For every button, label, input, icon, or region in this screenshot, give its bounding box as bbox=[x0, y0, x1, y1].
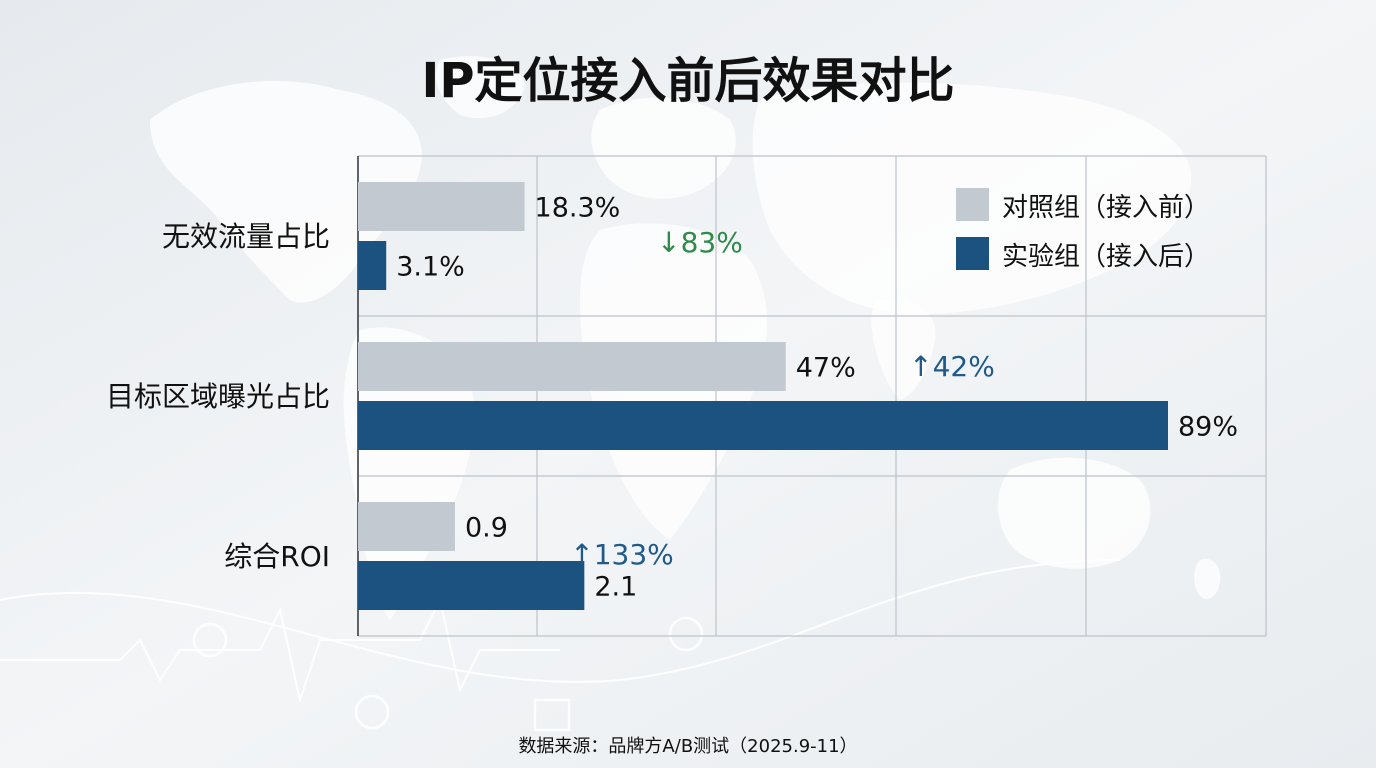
data-label-control-0: 18.3% bbox=[535, 193, 621, 224]
legend-swatch-experiment bbox=[956, 237, 989, 270]
data-label-experiment-1: 89% bbox=[1178, 412, 1238, 443]
gridlines bbox=[357, 155, 1267, 637]
decorative-curve bbox=[0, 559, 1121, 683]
bar-experiment-1 bbox=[358, 401, 1168, 450]
world-map-background bbox=[150, 56, 1221, 620]
change-annotations: ↓83% ↑42% ↑133% bbox=[570, 226, 995, 571]
data-label-experiment-0: 3.1% bbox=[396, 252, 465, 283]
globe-icon bbox=[668, 616, 704, 652]
legend-label-control: 对照组（接入前） bbox=[1002, 193, 1210, 223]
india-shape bbox=[871, 299, 936, 400]
europe-shape bbox=[591, 97, 736, 199]
change-annotation-0: ↓83% bbox=[657, 226, 743, 259]
legend-label-experiment: 实验组（接入后） bbox=[1002, 242, 1210, 272]
change-annotation-2: ↑133% bbox=[570, 538, 674, 571]
category-label-0: 无效流量占比 bbox=[162, 220, 330, 253]
euro-coin-icon bbox=[192, 622, 228, 658]
data-labels: 18.3% 3.1% 47% 89% 0.9 2.1 bbox=[396, 193, 1238, 603]
data-label-experiment-2: 2.1 bbox=[594, 572, 637, 603]
data-label-control-2: 0.9 bbox=[465, 513, 508, 544]
bar-control-1 bbox=[358, 342, 786, 391]
dollar-coin-icon bbox=[354, 694, 390, 730]
legend-item-experiment: 实验组（接入后） bbox=[956, 237, 1210, 272]
australia-shape bbox=[998, 457, 1151, 569]
legend-item-control: 对照组（接入前） bbox=[956, 188, 1210, 223]
change-annotation-1: ↑42% bbox=[909, 350, 995, 383]
chart-title: IP定位接入前后效果对比 bbox=[421, 53, 954, 109]
bar-control-2 bbox=[358, 502, 455, 551]
bar-experiment-0 bbox=[358, 241, 387, 290]
bars bbox=[358, 182, 1168, 610]
bar-control-0 bbox=[358, 182, 525, 231]
package-icon bbox=[533, 698, 571, 732]
source-note: 数据来源：品牌方A/B测试（2025.9-11） bbox=[518, 736, 857, 757]
category-label-2: 综合ROI bbox=[224, 540, 330, 573]
legend-swatch-control bbox=[956, 188, 989, 221]
category-label-1: 目标区域曝光占比 bbox=[106, 380, 330, 413]
bar-experiment-2 bbox=[358, 561, 585, 610]
decorative-graphics bbox=[0, 559, 1121, 732]
heartbeat-line bbox=[0, 597, 560, 704]
greenland-shape bbox=[436, 56, 525, 119]
legend: 对照组（接入前） 实验组（接入后） bbox=[956, 188, 1210, 272]
new-zealand-shape bbox=[1194, 559, 1221, 600]
data-label-control-1: 47% bbox=[796, 353, 856, 384]
north-america-shape bbox=[150, 81, 422, 303]
